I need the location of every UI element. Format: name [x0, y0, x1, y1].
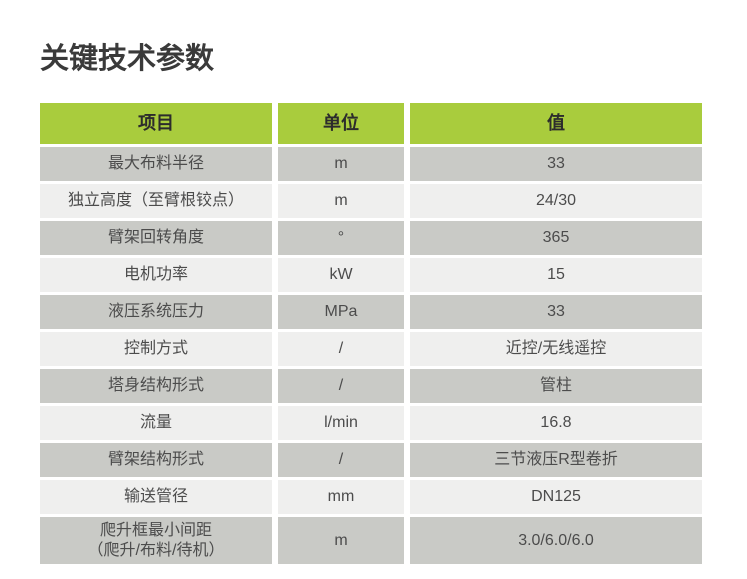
unit-cell: m [278, 517, 404, 564]
value-cell: 近控/无线遥控 [410, 332, 702, 366]
unit-cell: ° [278, 221, 404, 255]
table-row: 输送管径 mm DN125 [40, 480, 702, 514]
item-cell: 电机功率 [40, 258, 272, 292]
unit-cell: m [278, 147, 404, 181]
item-cell: 臂架回转角度 [40, 221, 272, 255]
value-cell: 24/30 [410, 184, 702, 218]
unit-cell: / [278, 443, 404, 477]
page-title: 关键技术参数 [40, 43, 215, 75]
unit-cell: m [278, 184, 404, 218]
item-cell: 塔身结构形式 [40, 369, 272, 403]
item-cell: 独立高度（至臂根铰点） [40, 184, 272, 218]
table-row: 电机功率 kW 15 [40, 258, 702, 292]
table-header-row: 项目 单位 值 [40, 103, 702, 144]
parameters-table: 项目 单位 值 最大布料半径 m 33 独立高度（至臂根铰点） m 24/30 … [40, 103, 702, 564]
value-cell: 33 [410, 147, 702, 181]
item-cell: 输送管径 [40, 480, 272, 514]
value-cell: 管柱 [410, 369, 702, 403]
table-row: 爬升框最小间距 （爬升/布料/待机） m 3.0/6.0/6.0 [40, 517, 702, 564]
value-cell: 16.8 [410, 406, 702, 440]
table-row: 臂架回转角度 ° 365 [40, 221, 702, 255]
header-item-column: 项目 [40, 103, 272, 144]
value-cell: 三节液压R型卷折 [410, 443, 702, 477]
item-cell: 最大布料半径 [40, 147, 272, 181]
page: 关键技术参数 项目 单位 值 最大布料半径 m 33 独立高度（至臂根铰点） m… [40, 43, 702, 564]
header-unit-column: 单位 [278, 103, 404, 144]
item-cell: 爬升框最小间距 （爬升/布料/待机） [40, 517, 272, 564]
table-row: 独立高度（至臂根铰点） m 24/30 [40, 184, 702, 218]
unit-cell: l/min [278, 406, 404, 440]
item-cell: 臂架结构形式 [40, 443, 272, 477]
value-cell: 33 [410, 295, 702, 329]
table-row: 最大布料半径 m 33 [40, 147, 702, 181]
table-row: 塔身结构形式 / 管柱 [40, 369, 702, 403]
value-cell: 3.0/6.0/6.0 [410, 517, 702, 564]
value-cell: DN125 [410, 480, 702, 514]
item-cell: 控制方式 [40, 332, 272, 366]
table-row: 臂架结构形式 / 三节液压R型卷折 [40, 443, 702, 477]
table-row: 流量 l/min 16.8 [40, 406, 702, 440]
value-cell: 15 [410, 258, 702, 292]
header-value-column: 值 [410, 103, 702, 144]
table-row: 液压系统压力 MPa 33 [40, 295, 702, 329]
item-cell: 液压系统压力 [40, 295, 272, 329]
item-cell: 流量 [40, 406, 272, 440]
unit-cell: mm [278, 480, 404, 514]
unit-cell: MPa [278, 295, 404, 329]
value-cell: 365 [410, 221, 702, 255]
unit-cell: / [278, 332, 404, 366]
unit-cell: kW [278, 258, 404, 292]
table-row: 控制方式 / 近控/无线遥控 [40, 332, 702, 366]
unit-cell: / [278, 369, 404, 403]
